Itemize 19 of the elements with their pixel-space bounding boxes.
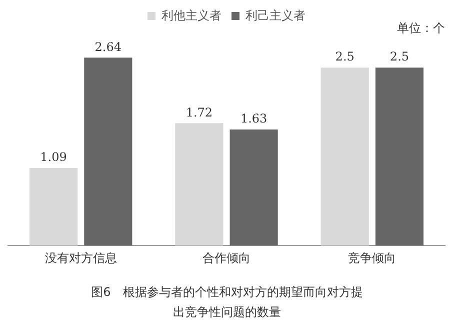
bar — [230, 130, 278, 246]
x-tick-label: 竞争倾向 — [348, 251, 396, 266]
bar — [320, 68, 369, 246]
bar — [375, 68, 424, 246]
data-label: 1.72 — [186, 105, 213, 120]
legend-label: 利己主义者 — [246, 8, 306, 22]
caption: 图6 根据参与者的个性和对对方的期望而向对方提出竞争性问题的数量 — [90, 284, 364, 321]
text: 单位：个 — [397, 20, 445, 37]
x-tick-label: 没有对方信息 — [44, 251, 117, 266]
data-label: 2.64 — [94, 40, 122, 54]
bar — [29, 168, 78, 246]
data-label: 2.5 — [335, 50, 354, 64]
bar — [175, 123, 224, 246]
data-label: 1.63 — [240, 112, 268, 126]
data-label: 1.09 — [40, 150, 67, 164]
bar — [84, 58, 132, 246]
legend-label: 利他主义者 — [162, 8, 222, 22]
data-label: 2.5 — [390, 50, 410, 64]
x-tick-label: 合作倾向 — [202, 251, 250, 266]
